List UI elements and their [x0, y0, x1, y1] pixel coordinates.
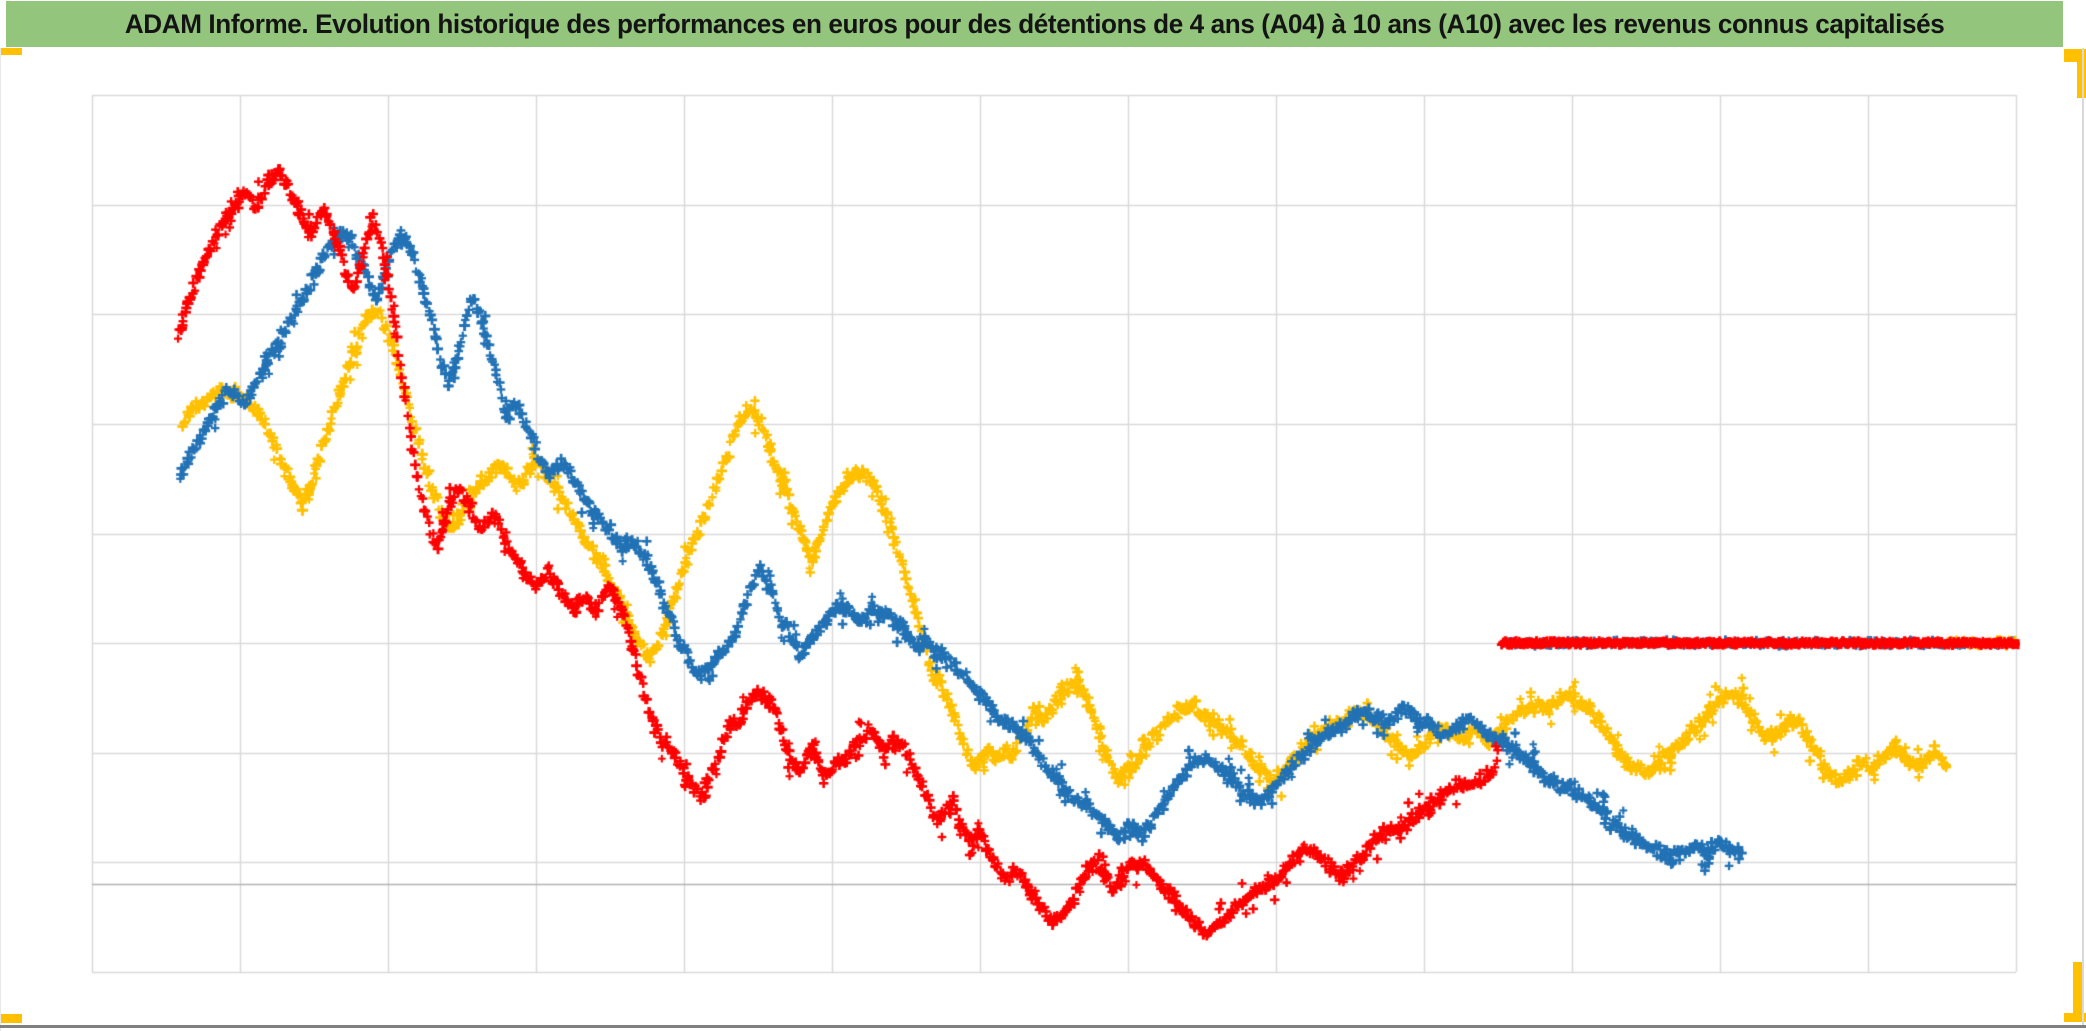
selection-corner-bottom-left	[0, 1014, 22, 1023]
sheet-right-edge-line	[2082, 48, 2084, 1025]
window-bottom-edge	[0, 1025, 2086, 1028]
selection-corner-bottom-right-vertical	[2073, 962, 2082, 1013]
selection-corner-top-right-vertical	[2077, 49, 2086, 98]
selection-corner-top-left	[0, 48, 22, 55]
selection-corner-bottom-right-horizontal	[2064, 1013, 2086, 1022]
sheet-left-edge-line	[0, 48, 1, 1031]
